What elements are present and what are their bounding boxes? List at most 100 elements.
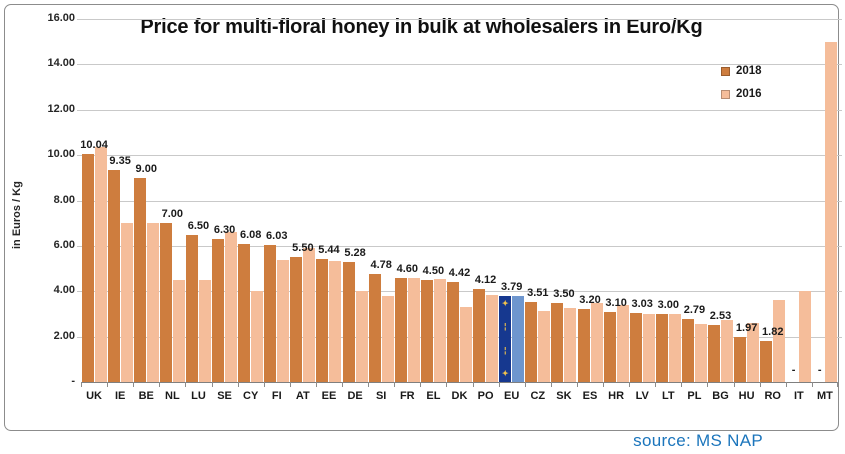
bar-pair [133, 19, 159, 382]
plot-area: 10.04 UK 9.35 IE 9.00 BE 7.00 NL 6.50 LU 6.30 SE 6.0… [77, 19, 842, 402]
y-tick-label: 6.00 [53, 238, 75, 251]
value-label: 1.82 [762, 325, 784, 338]
bar-group-SE: 6.30 SE [211, 19, 238, 402]
bar-2018-FI [264, 245, 277, 382]
bar-2016-FR [407, 277, 420, 382]
value-label: 4.60 [396, 262, 418, 275]
bar-pair [394, 19, 420, 382]
x-tick-label-EL: EL [426, 390, 441, 402]
bar-2016-HU [747, 323, 760, 382]
bar-pair [238, 19, 264, 382]
bar-2018-EL [420, 279, 433, 382]
bar-2016-SE [225, 232, 238, 382]
bar-pair [525, 19, 551, 382]
bar-group-BG: 2.53 BG [707, 19, 734, 402]
axis-tick [420, 382, 422, 387]
value-label: 5.50 [292, 242, 314, 255]
legend-item-2016: 2016 [721, 88, 762, 100]
axis-tick [707, 382, 709, 387]
bar-pair [446, 19, 472, 382]
value-label: 3.50 [553, 287, 575, 300]
axis-tick [289, 382, 291, 387]
axis-tick [211, 382, 213, 387]
value-label: 3.10 [605, 296, 627, 309]
bar-2018-DK [446, 281, 459, 382]
bar-pair [81, 19, 107, 382]
axis-tick [811, 382, 813, 387]
axis-tick [603, 382, 605, 387]
bar-pair [760, 19, 786, 382]
value-label: 4.42 [448, 266, 471, 279]
bar-group-CZ: 3.51 CZ [524, 19, 551, 402]
chart-title: Price for multi-floral honey in bulk at … [140, 16, 703, 38]
value-label: 3.00 [657, 298, 680, 311]
bar-2016-IT [799, 291, 812, 382]
x-tick-label-EE: EE [321, 390, 337, 402]
bar-pair [786, 19, 812, 382]
legend-swatch-icon [721, 89, 730, 99]
legend-item-2018: 2018 [721, 65, 762, 77]
bar-group-LT: 3.00 LT [655, 19, 681, 402]
axis-tick [368, 382, 370, 387]
gridline [77, 155, 842, 157]
x-tick-label-SK: SK [556, 390, 572, 402]
value-label: 4.12 [474, 273, 497, 286]
bar-pair [577, 19, 603, 382]
bar-group-CY: 6.08 CY [237, 19, 264, 402]
bar-2018-BG [708, 324, 721, 382]
x-tick-label-IE: IE [114, 390, 126, 402]
bar-group-LV: 3.03 LV [629, 19, 655, 402]
bar-pair [316, 19, 342, 382]
bar-2016-CZ [538, 310, 551, 382]
bar-2018-LU [185, 234, 198, 382]
bar-2016-SK [564, 308, 577, 382]
x-tick-label-EU: EU [504, 390, 520, 402]
axis-tick [133, 382, 135, 387]
bar-group-FI: 6.03 FI [263, 19, 290, 402]
gridline [77, 109, 842, 111]
gridline [77, 19, 842, 20]
y-tick-label: 14.00 [47, 57, 75, 70]
axis-tick [107, 382, 109, 387]
eu-star-icon: ¦ [504, 345, 507, 355]
y-tick-label: 8.00 [53, 193, 75, 206]
bar-pair [107, 19, 133, 382]
bar-group-RO: 1.82 RO [759, 19, 786, 402]
value-label: 3.20 [579, 294, 601, 307]
bar-2016-ES [590, 302, 603, 382]
x-tick-label-FI: FI [271, 390, 282, 402]
value-label: 6.08 [239, 229, 262, 242]
bar-2018-IE [107, 169, 120, 382]
axis-tick [498, 382, 500, 387]
axis-tick [315, 382, 317, 387]
axis-tick [159, 382, 161, 387]
gridline [77, 64, 842, 66]
bar-2018-HU [734, 337, 747, 382]
bar-pair [681, 19, 707, 382]
x-tick-label-IT: IT [793, 390, 804, 402]
y-tick-label: 12.00 [47, 102, 75, 115]
bar-group-LU: 6.50 LU [185, 19, 211, 402]
bar-2018-HR [603, 311, 616, 382]
value-label: 3.03 [631, 298, 653, 311]
axis-tick [629, 382, 631, 387]
x-tick-label-RO: RO [764, 390, 781, 402]
axis-tick [655, 382, 657, 387]
axis-tick [263, 382, 265, 387]
value-label: 5.28 [344, 247, 366, 260]
bar-2018-SK [551, 302, 564, 382]
bar-pair: ✦ ¦ ¦ ✦ [499, 19, 525, 382]
y-tick-label: 2.00 [53, 329, 75, 342]
bar-group-IT: - IT [785, 19, 812, 402]
bar-2016-PL [694, 324, 707, 382]
value-label: 7.00 [161, 208, 184, 221]
bar-2018-EE [316, 258, 329, 382]
bar-pair [159, 19, 185, 382]
x-tick-label-HU: HU [738, 390, 755, 402]
bar-group-MT: - MT [811, 19, 838, 402]
gridline [77, 336, 842, 338]
bar-2016-EL [433, 278, 446, 382]
x-tick-label-NL: NL [165, 390, 180, 402]
bar-group-SK: 3.50 SK [550, 19, 577, 402]
